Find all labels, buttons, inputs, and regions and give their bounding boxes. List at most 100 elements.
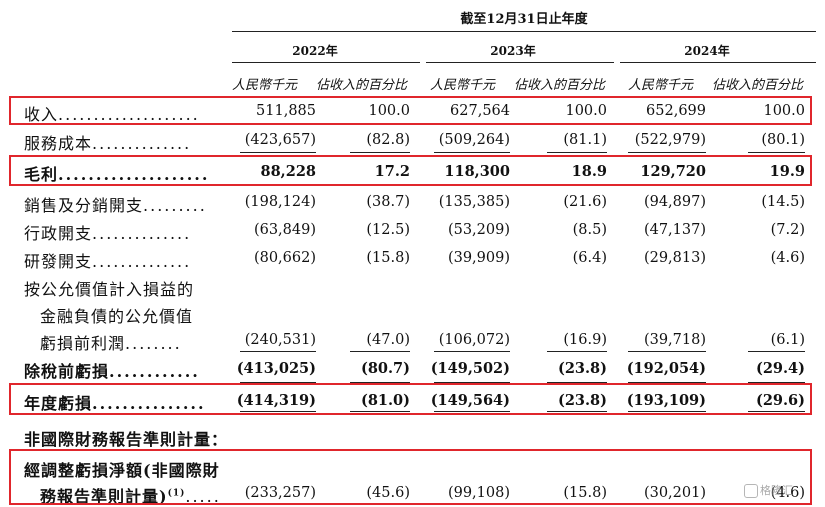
- revenue-2024: 652,699: [646, 103, 706, 119]
- subtotal-rule: [240, 351, 316, 352]
- selling-2022: (198,124): [244, 194, 316, 210]
- gross-pct-2024: 19.9: [769, 163, 805, 180]
- cost-2024: (522,979): [634, 132, 706, 148]
- header-rule: [232, 31, 816, 32]
- rnd-2024: (29,813): [643, 250, 706, 266]
- fvloss-2024: (39,718): [643, 332, 706, 348]
- selling-pct-2022: (38.7): [366, 194, 410, 210]
- admin-2022: (63,849): [253, 222, 316, 238]
- subheader-rmb-2022: 人民幣千元: [232, 78, 298, 93]
- pretax-2024: (192,054): [626, 360, 706, 377]
- cost-2023: (509,264): [438, 132, 510, 148]
- subtotal-rule: [240, 152, 316, 153]
- fvloss-pct-2024: (6.1): [770, 332, 805, 348]
- cost-pct-2023: (81.1): [563, 132, 607, 148]
- admin-pct-2023: (8.5): [572, 222, 607, 238]
- rnd-2023: (39,909): [447, 250, 510, 266]
- subtotal-rule: [547, 152, 607, 153]
- fvloss-2022: (240,531): [244, 332, 316, 348]
- subheader-pct-2024: 佔收入的百分比: [712, 78, 804, 93]
- subtotal-rule: [350, 382, 410, 383]
- gross-pct-2022: 17.2: [374, 163, 410, 180]
- footnote-marker: (1): [167, 488, 186, 499]
- admin-pct-2022: (12.5): [366, 222, 410, 238]
- pretax-pct-2023: (23.8): [557, 360, 607, 377]
- subheader-pct-2022: 佔收入的百分比: [316, 78, 408, 93]
- revenue-2022: 511,885: [256, 103, 316, 119]
- subtotal-rule: [434, 152, 510, 153]
- adjusted-2024: (30,201): [643, 485, 706, 501]
- gross-2023: 118,300: [444, 163, 510, 180]
- total-double-rule: [628, 411, 706, 414]
- highlight-box-revenue: [9, 96, 812, 125]
- highlight-box-annual-loss: [9, 383, 812, 415]
- subtotal-rule: [434, 382, 510, 383]
- subtotal-rule: [628, 351, 706, 352]
- gross-2022: 88,228: [260, 163, 317, 180]
- admin-2024: (47,137): [643, 222, 706, 238]
- revenue-2023: 627,564: [450, 103, 510, 119]
- gross-pct-2023: 18.9: [571, 163, 607, 180]
- total-double-rule: [748, 411, 805, 414]
- subheader-rmb-2024: 人民幣千元: [628, 78, 694, 93]
- row-label-pretax-loss: 除稅前虧損............: [24, 362, 200, 381]
- subheader-pct-2023: 佔收入的百分比: [514, 78, 606, 93]
- fvloss-pct-2022: (47.0): [366, 332, 410, 348]
- row-label-selling-expenses: 銷售及分銷開支.........: [24, 196, 207, 215]
- row-label-rnd-expenses: 研發開支..............: [24, 252, 192, 271]
- row-label-fv-loss-line2: 金融負債的公允價值: [40, 307, 194, 326]
- cost-2022: (423,657): [244, 132, 316, 148]
- total-double-rule: [350, 411, 410, 414]
- row-label-fv-loss-line1: 按公允價值計入損益的: [24, 280, 195, 299]
- fvloss-pct-2023: (16.9): [563, 332, 607, 348]
- year-2022: 2022年: [292, 44, 338, 58]
- rnd-pct-2023: (6.4): [572, 250, 607, 266]
- total-double-rule: [547, 411, 607, 414]
- non-ifrs-heading: 非國際財務報告準則計量：: [24, 430, 229, 449]
- annual-pct-2024: (29.6): [755, 392, 805, 409]
- pretax-2022: (413,025): [236, 360, 316, 377]
- adjusted-2023: (99,108): [447, 485, 510, 501]
- annual-pct-2022: (81.0): [360, 392, 410, 409]
- watermark: 格隆汇: [744, 482, 793, 498]
- year-2023: 2023年: [490, 44, 536, 58]
- highlight-box-adjusted-loss: [9, 449, 812, 505]
- row-label-admin-expenses: 行政開支..............: [24, 224, 192, 243]
- subheader-rmb-2023: 人民幣千元: [430, 78, 496, 93]
- subtotal-rule: [240, 382, 316, 383]
- row-label-adjusted-line2: 務報告準則計量)(1).....: [40, 487, 221, 506]
- annual-2024: (193,109): [626, 392, 706, 409]
- row-label-fv-loss-line3: 虧損前利潤........: [40, 334, 182, 353]
- row-label-cost-of-services: 服務成本..............: [24, 134, 192, 153]
- period-header: 截至12月31日止年度: [460, 12, 588, 27]
- pretax-2023: (149,502): [430, 360, 510, 377]
- cost-pct-2022: (82.8): [366, 132, 410, 148]
- rnd-pct-2022: (15.8): [366, 250, 410, 266]
- adjusted-pct-2022: (45.6): [366, 485, 410, 501]
- row-label-annual-loss: 年度虧損...............: [24, 394, 206, 413]
- revenue-pct-2023: 100.0: [565, 103, 607, 119]
- admin-2023: (53,209): [447, 222, 510, 238]
- selling-pct-2024: (14.5): [761, 194, 805, 210]
- row-label-revenue: 收入....................: [24, 105, 200, 124]
- subtotal-rule: [748, 351, 805, 352]
- pretax-pct-2022: (80.7): [360, 360, 410, 377]
- row-label-gross-profit: 毛利....................: [24, 165, 210, 184]
- annual-pct-2023: (23.8): [557, 392, 607, 409]
- subtotal-rule: [628, 382, 706, 383]
- year-rule-2023: [426, 62, 614, 63]
- watermark-logo-icon: [744, 484, 758, 498]
- selling-2024: (94,897): [643, 194, 706, 210]
- gross-2024: 129,720: [640, 163, 706, 180]
- annual-2023: (149,564): [430, 392, 510, 409]
- pretax-pct-2024: (29.4): [755, 360, 805, 377]
- subtotal-rule: [350, 152, 410, 153]
- highlight-box-gross-profit: [9, 155, 812, 186]
- rnd-2022: (80,662): [253, 250, 316, 266]
- cost-pct-2024: (80.1): [761, 132, 805, 148]
- subtotal-rule: [350, 351, 410, 352]
- year-rule-2024: [620, 62, 816, 63]
- total-double-rule: [434, 411, 510, 414]
- revenue-pct-2024: 100.0: [763, 103, 805, 119]
- selling-2023: (135,385): [438, 194, 510, 210]
